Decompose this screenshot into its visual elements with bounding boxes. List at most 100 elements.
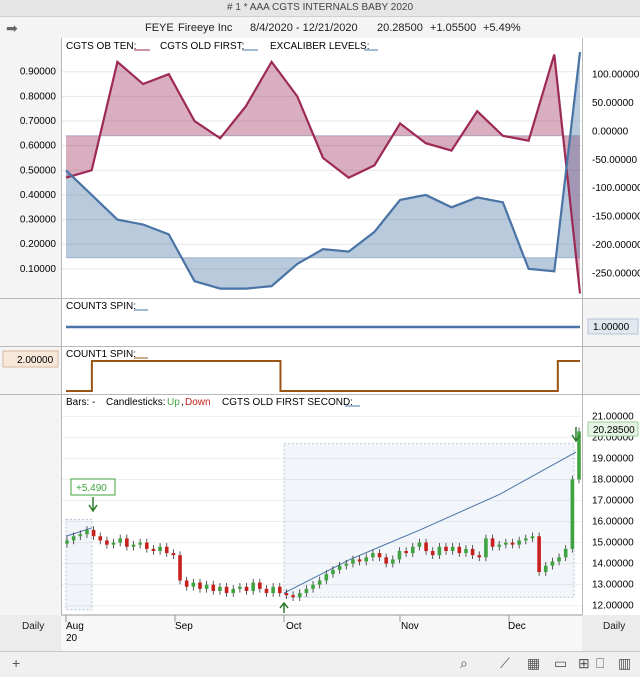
annotation-box xyxy=(70,478,116,496)
last-price: 20.28500 xyxy=(377,22,423,34)
candle-up xyxy=(570,479,575,549)
panel1-lines xyxy=(65,51,582,294)
candle-down xyxy=(377,553,382,558)
panel2-left-axis-bg xyxy=(0,299,61,346)
last-price-badge xyxy=(587,421,639,437)
left-tick-label: 0.90000 xyxy=(20,67,57,78)
annotation-label: +5.490 xyxy=(76,483,107,494)
price-change-pct: +5.49% xyxy=(483,22,521,34)
candle-down xyxy=(490,538,495,547)
candle-up xyxy=(371,553,375,558)
last-arrow-icon xyxy=(571,427,581,443)
layout-icon[interactable]: ▥ xyxy=(618,655,632,671)
candle-up xyxy=(71,536,76,541)
candle-down xyxy=(424,542,428,551)
line-chart-icon[interactable]: ⟋ xyxy=(500,655,510,671)
period-right[interactable]: Daily xyxy=(603,621,626,632)
panel4-right-ticks: 21.00000 20.00000 19.00000 18.00000 17.00000… xyxy=(592,411,634,611)
book-icon[interactable]: ⎕ xyxy=(596,655,605,671)
panel1-fills xyxy=(66,52,580,294)
price-tick-label: 21.00000 xyxy=(592,411,634,422)
panel3-plot-bg xyxy=(61,347,582,394)
candle-down xyxy=(510,542,515,545)
grid-icon[interactable]: ▦ xyxy=(527,655,541,671)
candle-up xyxy=(218,586,222,591)
candle-down xyxy=(144,542,149,549)
price-tick-label: 19.00000 xyxy=(592,453,634,464)
candlesticks xyxy=(65,427,581,602)
candle-up xyxy=(524,538,528,541)
candle-down xyxy=(125,538,129,547)
candle-up xyxy=(238,586,242,589)
candle-up xyxy=(251,582,255,591)
bottom-toolbar: + ⌕ ⟋ ▦ ▭ ⊞ ⎕ ▥ xyxy=(0,651,640,677)
series-fill xyxy=(66,54,580,294)
count3-value: 1.00000 xyxy=(593,322,630,333)
candle-down xyxy=(430,550,435,556)
add-icon[interactable]: + xyxy=(12,655,21,671)
crosshair-icon[interactable]: ⊞ xyxy=(578,655,590,671)
candle-up xyxy=(111,542,116,545)
panel3-right-axis-bg xyxy=(582,347,640,394)
candle-down xyxy=(258,582,262,589)
legend-cgts-ob-ten: CGTS OB TEN: xyxy=(66,41,136,52)
candle-up xyxy=(530,536,535,539)
panel1-right-ticks: 100.00000 50.00000 0.00000 -50.00000 -100.00… xyxy=(592,70,640,280)
candle-up xyxy=(517,540,521,545)
candle-up xyxy=(437,546,442,556)
candle-down xyxy=(105,540,109,545)
candle-up xyxy=(497,544,502,547)
left-tick-label: 0.40000 xyxy=(20,190,57,201)
candle-down xyxy=(98,536,103,541)
annotation-arrow-icon xyxy=(88,497,98,513)
candle-up xyxy=(410,546,415,554)
date-axis: Aug 20 Sep Oct Nov Dec xyxy=(61,614,582,644)
candle-up xyxy=(397,550,402,560)
price-tick-label: 14.00000 xyxy=(592,559,634,570)
candle-up xyxy=(484,538,488,558)
forward-arrow-icon[interactable]: ➡ xyxy=(6,20,18,36)
candle-up xyxy=(417,542,422,547)
left-tick-label: 0.60000 xyxy=(20,141,57,152)
price-tick-label: 12.00000 xyxy=(592,601,634,612)
series-fill xyxy=(66,52,580,289)
right-tick-label: -250.00000 xyxy=(592,268,640,279)
panel2-plot-bg xyxy=(61,299,582,346)
right-tick-label: 100.00000 xyxy=(592,70,640,81)
chart-area[interactable]: 0.90000 0.80000 0.70000 0.60000 0.50000 0.400… xyxy=(0,38,640,652)
candle-up xyxy=(337,565,342,570)
candle-down xyxy=(404,550,408,554)
price-change: +1.05500 xyxy=(430,22,477,34)
date-range: 8/4/2020 - 12/21/2020 xyxy=(250,22,358,34)
symbol[interactable]: FEYE xyxy=(145,22,174,34)
date-axis-bg xyxy=(61,615,582,651)
candle-down xyxy=(284,593,289,596)
candle-up xyxy=(78,534,83,537)
candle-up xyxy=(231,588,236,594)
candle-up xyxy=(577,431,581,480)
search-icon[interactable]: ⌕ xyxy=(460,655,468,671)
candle-down xyxy=(178,555,182,581)
candle-up xyxy=(158,546,162,551)
candle-up xyxy=(271,586,275,594)
price-tick-label: 17.00000 xyxy=(592,495,634,506)
right-tick-label: -100.00000 xyxy=(592,183,640,194)
legend-cgts-old-first: CGTS OLD FIRST: xyxy=(160,41,244,52)
oct-up-arrow-icon xyxy=(279,601,289,613)
panel-icon[interactable]: ▭ xyxy=(554,655,568,671)
candle-up xyxy=(65,540,69,544)
legend-down: Down xyxy=(185,397,211,408)
company-name: Fireeye Inc xyxy=(178,22,233,34)
candle-up xyxy=(351,559,355,564)
candle-up xyxy=(311,584,315,589)
candle-up xyxy=(324,574,329,581)
candle-down xyxy=(384,557,388,564)
candle-up xyxy=(191,582,196,587)
count3-value-badge xyxy=(587,318,639,335)
legend-excaliber-levels: EXCALIBER LEVELS: xyxy=(270,41,370,52)
panel4-left-axis-bg xyxy=(0,395,61,615)
legend-count3-spin: COUNT3 SPIN: xyxy=(66,301,136,312)
candle-up xyxy=(557,557,561,562)
symbol-bar: ➡ FEYE Fireeye Inc 8/4/2020 - 12/21/2020… xyxy=(0,17,640,40)
period-left[interactable]: Daily xyxy=(22,621,45,632)
